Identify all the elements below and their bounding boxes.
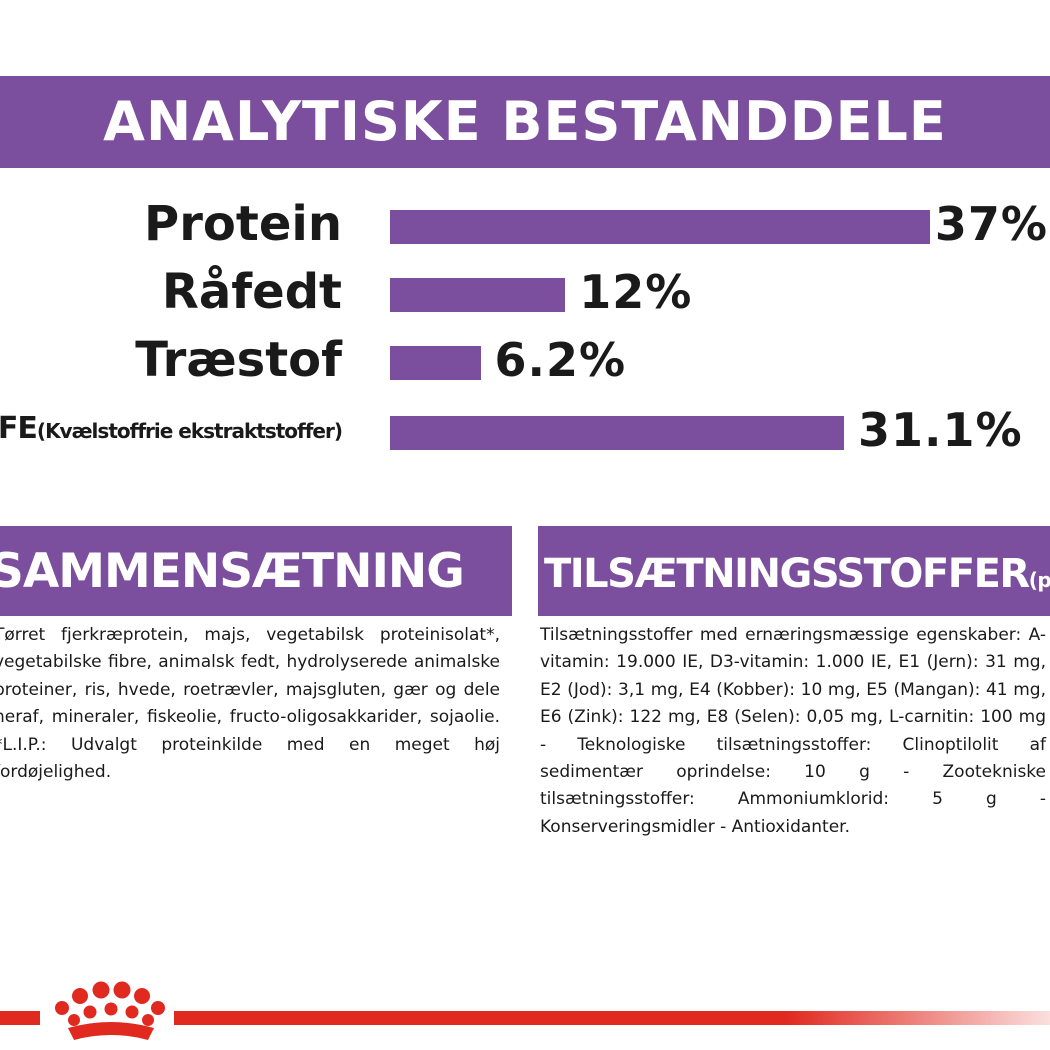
bar (390, 346, 481, 380)
value-label: 12% (579, 265, 693, 319)
category-label: NFE(Kvælstoffrie ekstraktstoffer) (0, 411, 343, 446)
bar (390, 278, 566, 312)
category-label: Protein (144, 196, 342, 252)
footer-line-right (174, 1011, 1050, 1025)
analytical-constituents-chart: Protein 37% Råfedt 12% Træstof 6.2% NFE(Kvælst… (0, 190, 1050, 480)
category-label-main: NFE (0, 411, 38, 446)
category-label-main: Protein (144, 196, 342, 252)
bar (390, 210, 931, 244)
value-label: 6.2% (494, 333, 627, 387)
category-label-main: Træstof (135, 332, 342, 388)
value-label: 37% (934, 197, 1048, 251)
category-label-main: Råfedt (161, 264, 342, 320)
category-label: Råfedt (162, 264, 342, 320)
additives-title: TILSÆTNINGSSTOFFER (544, 551, 1030, 597)
composition-text: Tørret fjerkræprotein, majs, vegetabilsk… (0, 625, 500, 783)
composition-banner: SAMMENSÆTNING (0, 526, 512, 616)
value-label: 31.1% (858, 403, 1023, 457)
page-title: ANALYTISKE BESTANDDELE (103, 90, 947, 153)
category-label: Træstof (135, 332, 342, 388)
analytiske-bestanddele-banner: ANALYTISKE BESTANDDELE (0, 76, 1050, 168)
additives-banner: TILSÆTNINGSSTOFFER(pr. kg) (538, 526, 1050, 616)
additives-title-suffix: (pr. kg) (1028, 568, 1050, 592)
category-label-sub: (Kvælstoffrie ekstraktstoffer) (36, 419, 343, 443)
composition-title: SAMMENSÆTNING (0, 544, 465, 599)
bar (390, 416, 845, 450)
footer-line-left (0, 1011, 40, 1025)
additives-text: Tilsætningsstoffer med ernæringsmæssige … (540, 625, 1046, 837)
crown-icon (55, 981, 165, 1040)
